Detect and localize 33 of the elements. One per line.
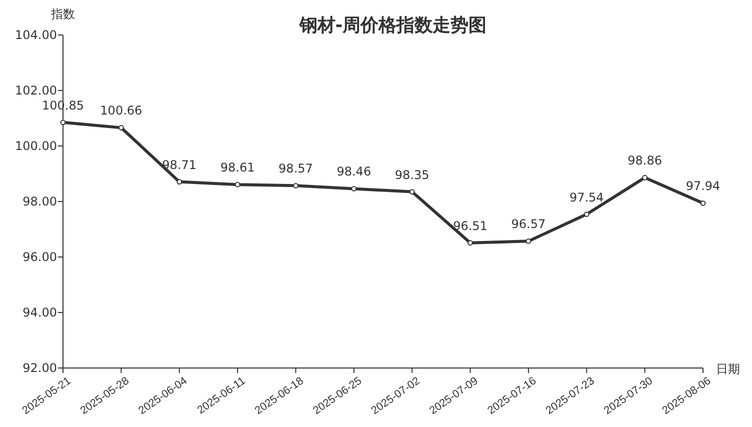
- point: [526, 238, 532, 244]
- data-label: 98.86: [628, 154, 662, 168]
- data-label: 96.57: [511, 217, 546, 232]
- y-tick-label: 102.00: [15, 84, 57, 98]
- data-label: 96.51: [453, 218, 488, 233]
- point: [60, 120, 66, 126]
- y-tick-label: 100.00: [15, 139, 57, 154]
- y-tick-label: 104.00: [15, 28, 57, 42]
- point: [351, 186, 357, 192]
- y-axis-title: 指数: [50, 7, 75, 21]
- y-tick-label: 98.00: [22, 194, 57, 209]
- point: [293, 182, 298, 188]
- y-tick-label: 94.00: [22, 306, 57, 320]
- x-axis-title: 日期: [716, 362, 740, 376]
- data-label: 100.66: [100, 104, 142, 118]
- point: [234, 182, 240, 188]
- point: [584, 212, 590, 217]
- point: [700, 200, 706, 206]
- chart-title: 钢材-周价格指数走势图: [298, 15, 487, 36]
- point: [642, 174, 648, 180]
- point: [118, 124, 124, 130]
- point: [468, 240, 473, 246]
- data-label: 98.57: [278, 162, 313, 176]
- point: [409, 189, 415, 194]
- data-label: 97.94: [686, 179, 720, 194]
- data-label: 98.71: [162, 158, 197, 172]
- y-tick-label: 96.00: [22, 250, 57, 264]
- data-label: 98.46: [336, 164, 372, 179]
- point: [176, 179, 182, 184]
- data-label: 98.61: [220, 160, 255, 175]
- y-tick-label: 92.00: [22, 361, 57, 376]
- data-label: 97.54: [569, 190, 604, 204]
- data-label: 98.35: [394, 168, 430, 182]
